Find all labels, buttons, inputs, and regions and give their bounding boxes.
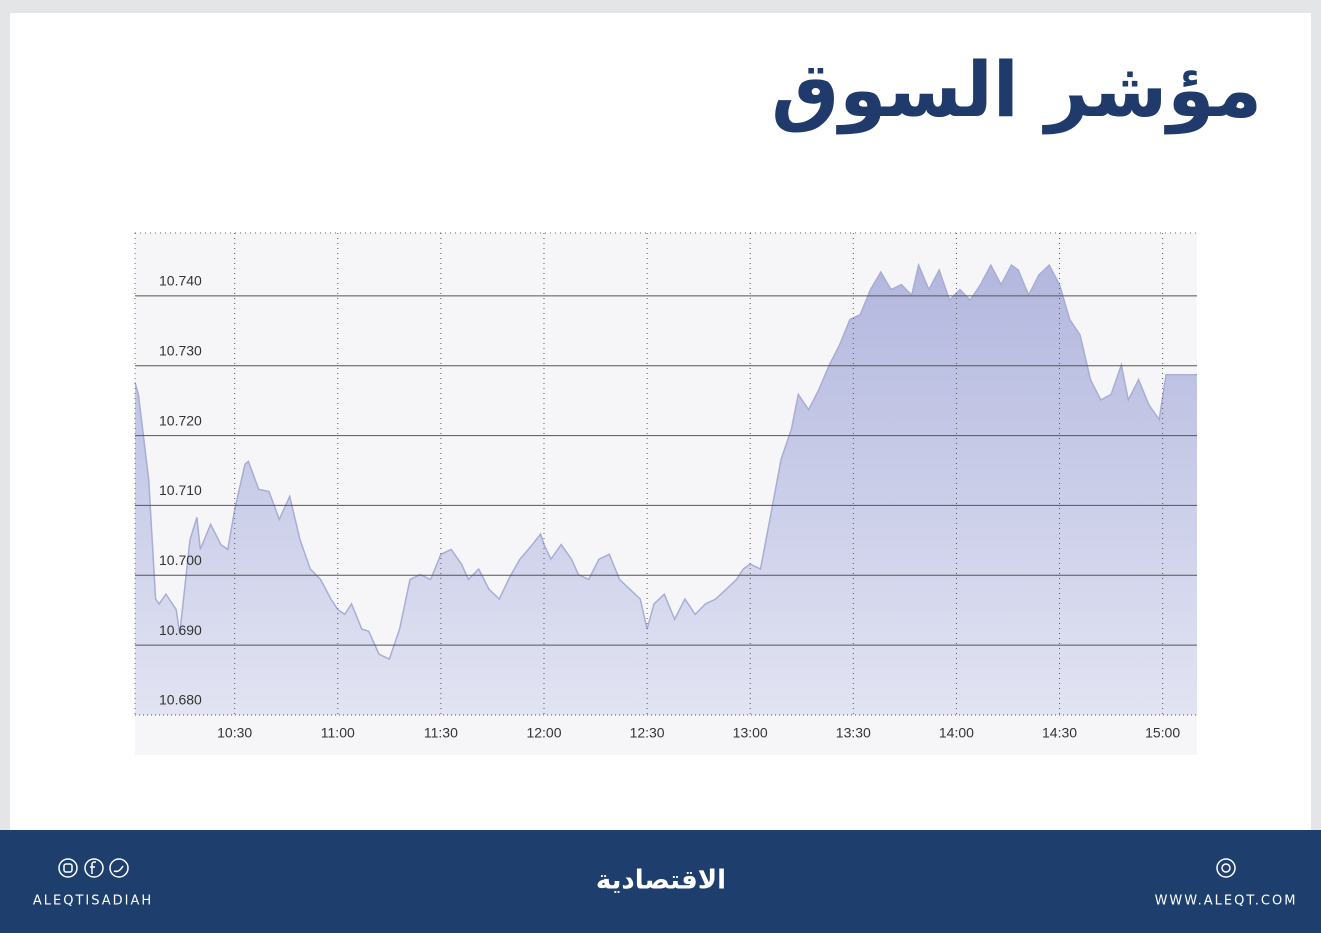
footer-brand: الاقتصادية	[596, 866, 726, 896]
footer-handle: ALEQTISADIAH	[33, 894, 153, 909]
y-tick-label: 10.680	[159, 692, 202, 708]
y-tick-label: 10.690	[159, 622, 202, 638]
x-tick-label: 14:00	[939, 725, 974, 741]
twitter-glyph	[113, 865, 124, 873]
web-icon	[1216, 858, 1236, 878]
instagram-icon	[58, 858, 78, 878]
x-tick-label: 11:00	[321, 725, 355, 741]
area-line	[134, 262, 1197, 661]
x-tick-label: 12:00	[526, 725, 561, 741]
plot: 10.680 10.690 10.700 10.710 10.720 10.730 10.7…	[134, 232, 1197, 741]
x-tick-label: 13:30	[836, 725, 871, 741]
x-tick-label: 12:30	[630, 725, 665, 741]
facebook-glyph	[90, 861, 96, 874]
title: مؤشر السوق	[771, 45, 1262, 135]
y-tick-label: 10.700	[159, 552, 202, 568]
facebook-icon	[84, 858, 104, 878]
x-tick-label: 10:30	[217, 725, 252, 741]
web-glyph	[1221, 863, 1231, 873]
x-tick-label: 14:30	[1042, 725, 1077, 741]
y-tick-label: 10.710	[159, 482, 202, 498]
social-icons	[58, 858, 1236, 878]
twitter-icon	[109, 858, 129, 878]
y-tick-label: 10.740	[159, 273, 202, 289]
y-tick-label: 10.730	[159, 342, 202, 358]
instagram-glyph	[63, 863, 73, 873]
footer-bar	[0, 830, 1321, 933]
x-tick-label: 15:00	[1145, 725, 1180, 741]
x-tick-label: 13:00	[733, 725, 768, 741]
footer-website: WWW.ALEQT.COM	[1155, 894, 1298, 909]
x-tick-label: 11:30	[424, 725, 458, 741]
y-tick-label: 10.720	[159, 412, 202, 428]
area-fill	[135, 265, 1197, 715]
